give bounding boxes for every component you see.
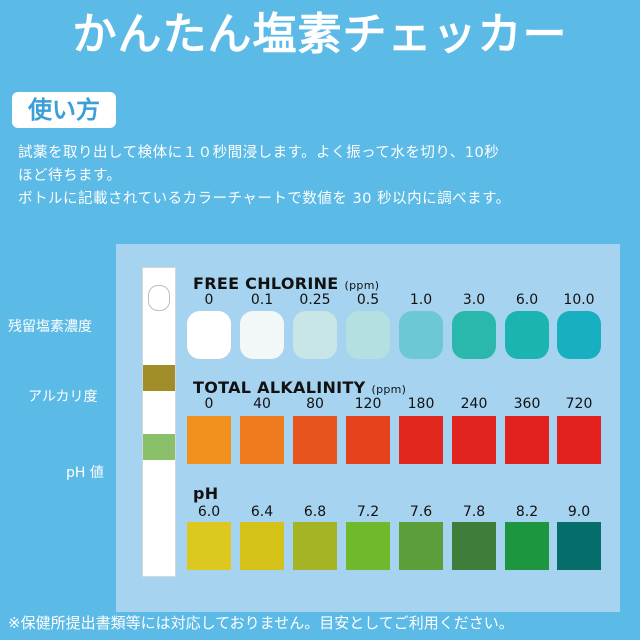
strip-label-ph: pH 値 — [66, 465, 104, 481]
value-label-chlorine: 0.5 — [356, 292, 380, 308]
strip-pad-alkalinity — [143, 365, 175, 391]
instruction-line: ほど待ちます。 — [18, 168, 122, 184]
value-label-chlorine: 0.1 — [250, 292, 274, 308]
color-swatch-alkalinity — [505, 416, 549, 464]
value-label-chlorine: 1.0 — [409, 292, 433, 308]
value-label-alkalinity: 40 — [253, 396, 271, 412]
value-label-ph: 7.2 — [356, 504, 380, 520]
color-swatch-ph — [240, 522, 284, 570]
section-title-chlorine: FREE CHLORINE (ppm) — [193, 274, 379, 293]
section-title-alkalinity: TOTAL ALKALINITY (ppm) — [193, 378, 406, 397]
value-label-ph: 8.2 — [515, 504, 539, 520]
color-swatch-alkalinity — [293, 416, 337, 464]
instruction-line: ボトルに記載されているカラーチャートで数値を 30 秒以内に調べます。 — [18, 191, 511, 207]
strip-pad-ph — [143, 434, 175, 460]
usage-badge: 使い方 — [12, 92, 116, 128]
section-title-text: pH — [193, 484, 219, 503]
value-label-chlorine: 0.25 — [299, 292, 331, 308]
color-swatch-chlorine — [187, 311, 231, 359]
value-label-chlorine: 0 — [204, 292, 214, 308]
test-strip — [142, 267, 176, 577]
value-label-chlorine: 3.0 — [462, 292, 486, 308]
color-swatch-alkalinity — [346, 416, 390, 464]
color-swatch-chlorine — [399, 311, 443, 359]
color-swatch-ph — [293, 522, 337, 570]
color-swatch-alkalinity — [240, 416, 284, 464]
strip-label-alkalinity: アルカリ度 — [28, 389, 98, 405]
color-swatch-alkalinity — [187, 416, 231, 464]
value-label-chlorine: 6.0 — [515, 292, 539, 308]
color-swatch-ph — [452, 522, 496, 570]
footer-note: ※保健所提出書類等には対応しておりません。目安としてご利用ください。 — [8, 614, 514, 632]
strip-label-chlorine: 残留塩素濃度 — [8, 319, 92, 335]
color-swatch-chlorine — [293, 311, 337, 359]
color-swatch-ph — [187, 522, 231, 570]
section-unit: (ppm) — [344, 279, 380, 292]
value-label-ph: 9.0 — [567, 504, 591, 520]
color-swatch-alkalinity — [557, 416, 601, 464]
section-title-text: TOTAL ALKALINITY — [193, 378, 366, 397]
color-swatch-ph — [505, 522, 549, 570]
instruction-line: 試薬を取り出して検体に１０秒間浸します。よく振って水を切り、10秒 — [18, 145, 500, 161]
color-swatch-chlorine — [505, 311, 549, 359]
value-label-alkalinity: 240 — [460, 396, 488, 412]
color-swatch-ph — [399, 522, 443, 570]
value-label-alkalinity: 720 — [565, 396, 593, 412]
value-label-alkalinity: 180 — [407, 396, 435, 412]
color-swatch-ph — [557, 522, 601, 570]
value-label-ph: 6.4 — [250, 504, 274, 520]
value-label-ph: 7.8 — [462, 504, 486, 520]
color-swatch-chlorine — [346, 311, 390, 359]
value-label-alkalinity: 80 — [306, 396, 324, 412]
color-swatch-alkalinity — [452, 416, 496, 464]
value-label-alkalinity: 120 — [354, 396, 382, 412]
color-swatch-chlorine — [240, 311, 284, 359]
section-title-ph: pH — [193, 484, 218, 503]
value-label-ph: 7.6 — [409, 504, 433, 520]
color-swatch-ph — [346, 522, 390, 570]
color-swatch-chlorine — [557, 311, 601, 359]
section-title-text: FREE CHLORINE — [193, 274, 339, 293]
page-title: かんたん塩素チェッカー — [72, 9, 568, 60]
section-unit: (ppm) — [371, 383, 407, 396]
value-label-chlorine: 10.0 — [563, 292, 595, 308]
value-label-alkalinity: 360 — [513, 396, 541, 412]
value-label-ph: 6.8 — [303, 504, 327, 520]
value-label-alkalinity: 0 — [204, 396, 214, 412]
value-label-ph: 6.0 — [197, 504, 221, 520]
color-swatch-chlorine — [452, 311, 496, 359]
strip-pad-chlorine — [148, 285, 170, 311]
color-swatch-alkalinity — [399, 416, 443, 464]
